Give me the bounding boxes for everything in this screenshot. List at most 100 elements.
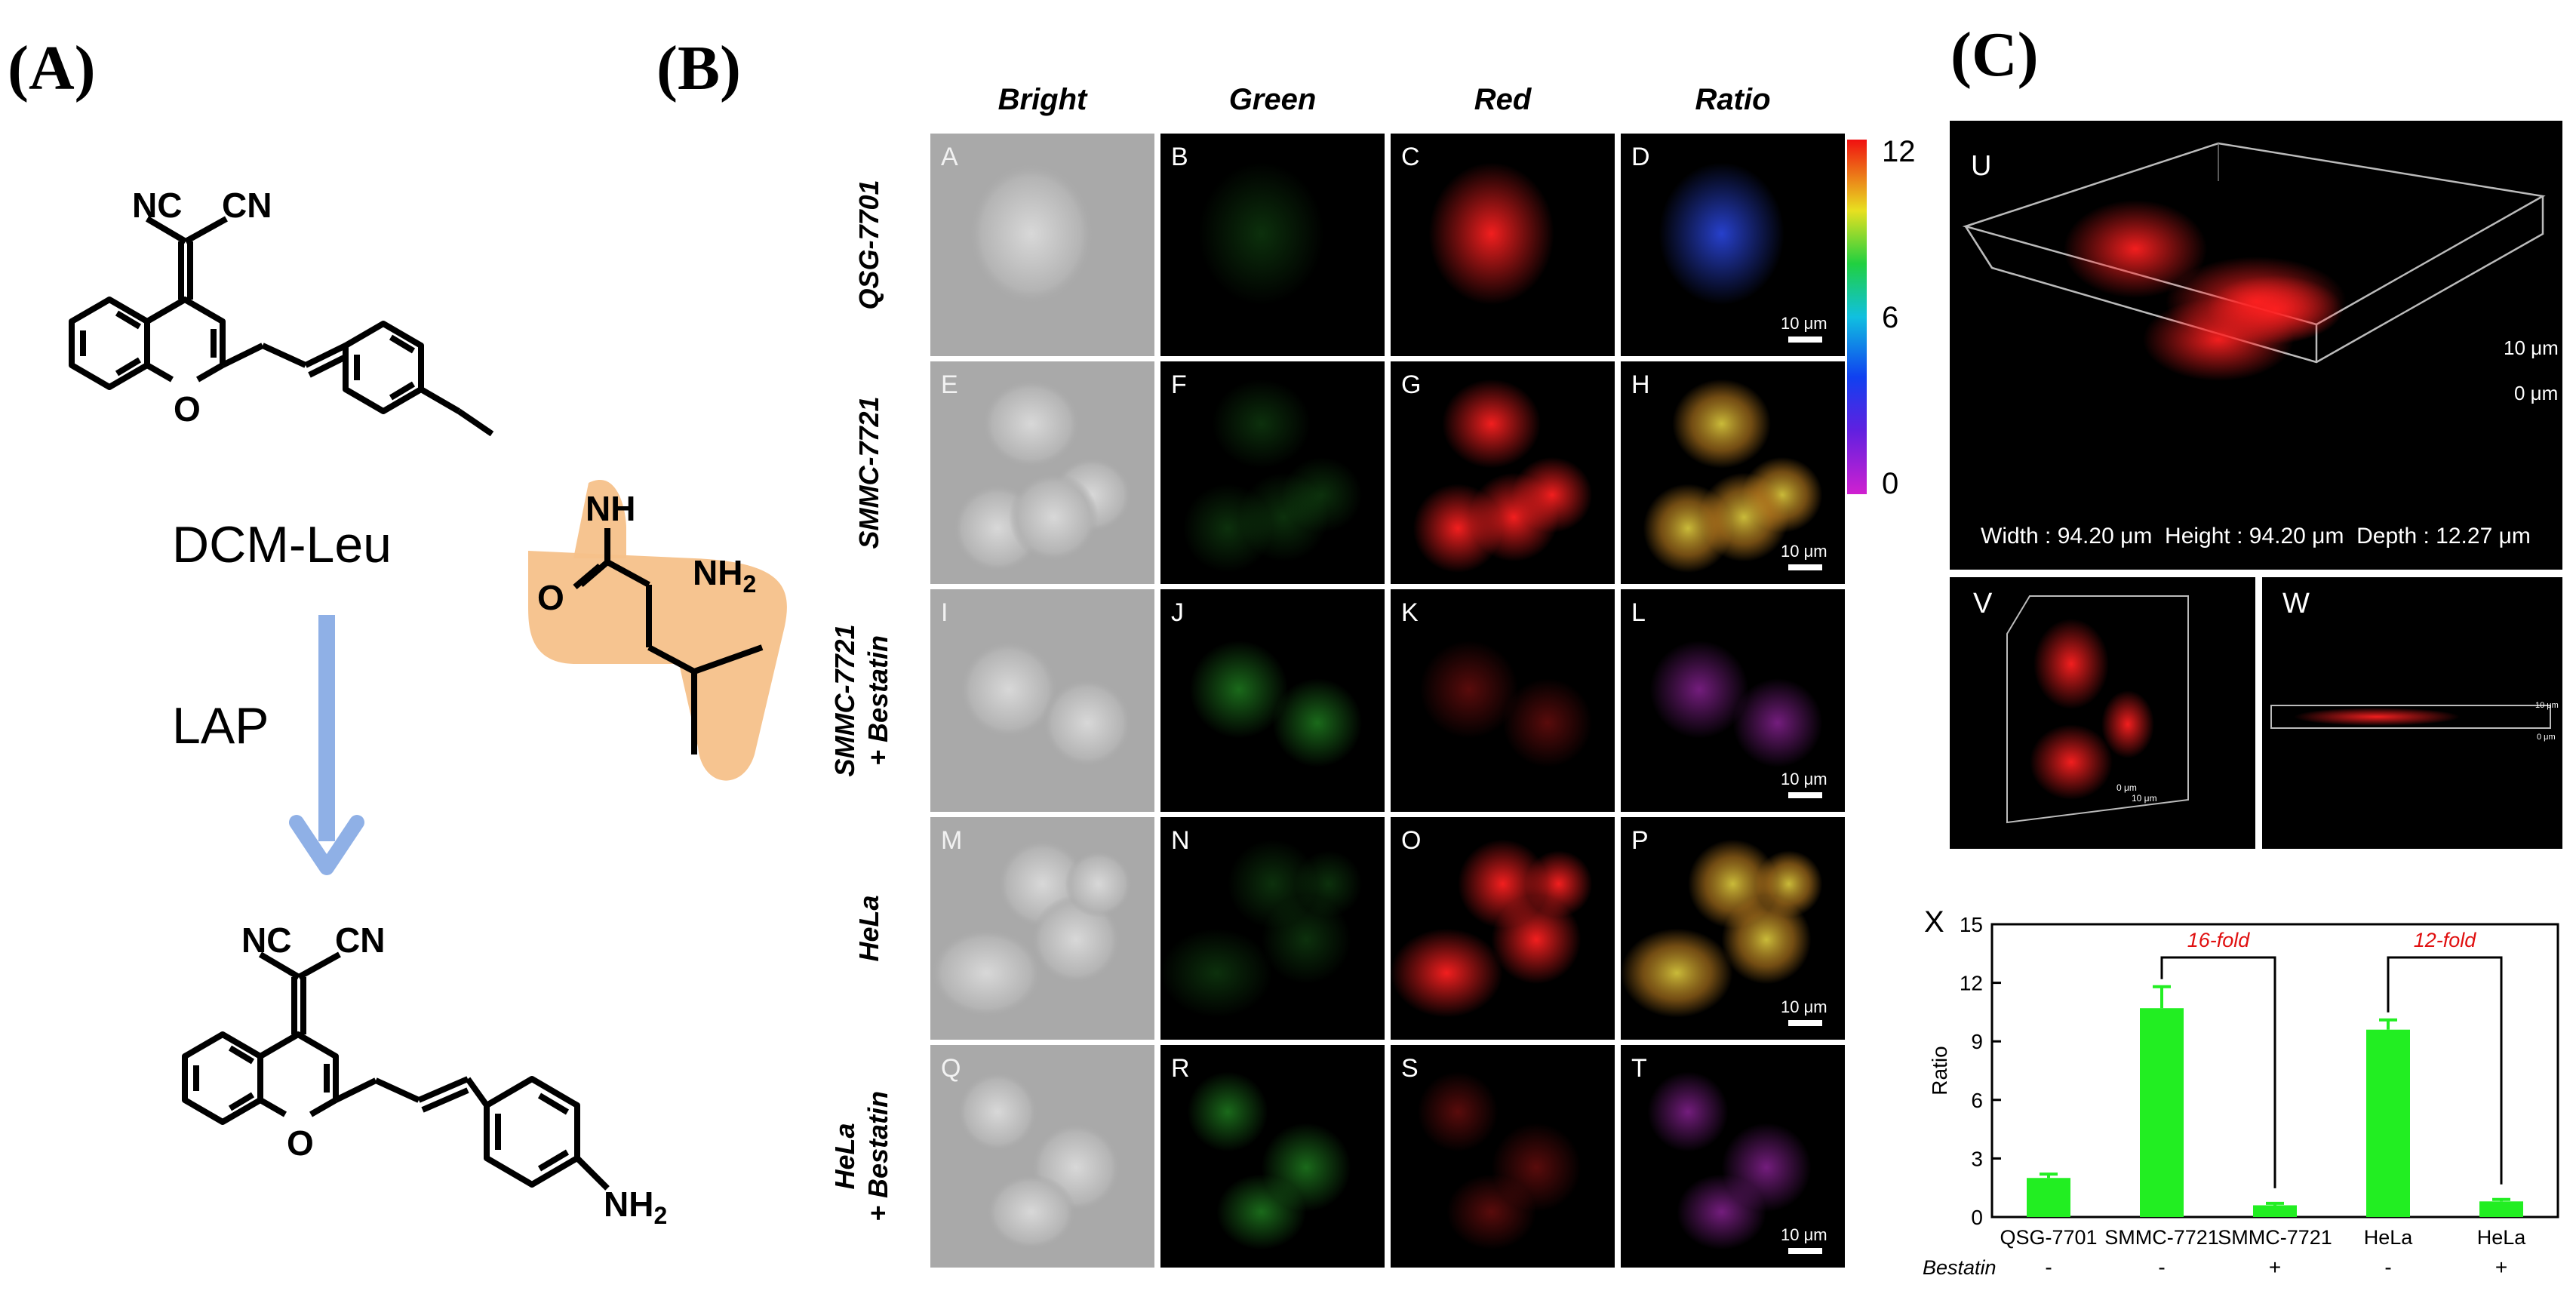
leucine-bonds <box>573 528 764 754</box>
fold-bracket-2 <box>2387 956 2503 1185</box>
scale-bar-label: 10 μm <box>1781 1225 1827 1244</box>
panel-u-label: U <box>1971 150 1991 182</box>
micrograph-P: P 10 μm <box>1621 817 1845 1040</box>
micrograph-F: F <box>1160 361 1385 584</box>
panel-label-a: (A) <box>8 33 96 103</box>
amine-group: NH2 <box>693 553 756 598</box>
bestatin-sign-1: - <box>2045 1255 2052 1279</box>
scale-bar-label: 10 μm <box>1781 542 1827 561</box>
micrograph-S: S <box>1391 1045 1615 1268</box>
panel-v-scale-2: 10 μm <box>2132 793 2157 804</box>
fold-bracket-1 <box>2160 956 2276 1188</box>
svg-text:+ Bestatin: + Bestatin <box>862 635 893 766</box>
column-header-green: Green <box>1229 83 1317 116</box>
category-label-2: SMMC-7721 <box>2104 1226 2219 1249</box>
bestatin-sign-2: - <box>2158 1255 2165 1279</box>
probe-name: DCM-Leu <box>172 516 392 573</box>
micrograph-label: P <box>1631 826 1649 855</box>
scale-bar <box>1788 792 1822 798</box>
micrograph-R: R <box>1160 1045 1385 1268</box>
chart-panel-label: X <box>1924 905 1944 939</box>
panel-w-scale-2: 0 μm <box>2537 733 2556 742</box>
micrograph-label: S <box>1401 1054 1419 1083</box>
row-label-2: SMMC-7721 <box>853 396 884 549</box>
panel-u-depth-bottom: 0 μm <box>2514 382 2558 404</box>
leucine-highlight <box>528 551 787 781</box>
column-header-red: Red <box>1474 83 1532 116</box>
svg-text:QSG-7701: QSG-7701 <box>853 180 884 309</box>
bottom-nitrile-left: NC <box>241 920 291 960</box>
micrograph-label: K <box>1401 598 1419 627</box>
fold-annotation-2: 12-fold <box>2414 929 2477 951</box>
category-label-4: HeLa <box>2364 1226 2414 1249</box>
panel-v-label: V <box>1973 588 1993 619</box>
svg-text:SMMC-7721: SMMC-7721 <box>829 624 860 776</box>
top-nitrile-right: CN <box>222 186 272 225</box>
scale-bar <box>1788 1020 1822 1026</box>
bottom-oxygen: O <box>287 1123 314 1163</box>
micrograph-label: Q <box>941 1054 961 1083</box>
scale-bar <box>1788 337 1822 343</box>
micrograph-label: T <box>1631 1054 1647 1083</box>
row-label-1: QSG-7701 <box>853 180 884 309</box>
colorbar-ticks: 12 6 0 <box>1882 135 1916 500</box>
svg-text:SMMC-7721: SMMC-7721 <box>853 396 884 549</box>
leucine-highlight-top <box>573 479 626 558</box>
panel-v-3d-render: V 0 μm 10 μm <box>1950 577 2255 849</box>
colorbar-tick-0: 0 <box>1882 467 1898 500</box>
panel-w-scale-1: 10 μm <box>2535 701 2559 710</box>
microscopy-grid: A B C D 10 μm E F G H 10 μm I J K L 10 μm M N O P 10 μm Q R S T… <box>930 134 1845 1268</box>
micrograph-label: B <box>1171 143 1188 171</box>
panel-v-scale-1: 0 μm <box>2116 782 2137 793</box>
micrograph-I: I <box>930 589 1154 812</box>
micrograph-label: D <box>1631 143 1650 171</box>
top-pyran-ring <box>145 297 226 365</box>
fold-annotation-1: 16-fold <box>2187 929 2251 951</box>
micrograph-label: I <box>941 598 948 627</box>
micrograph-T: T 10 μm <box>1621 1045 1845 1268</box>
product-structure <box>182 951 610 1191</box>
colorbar-tick-12: 12 <box>1882 135 1916 168</box>
panel-u-depth-top: 10 μm <box>2504 337 2559 359</box>
panel-label-b: (B) <box>656 33 741 103</box>
svg-text:+ Bestatin: + Bestatin <box>862 1091 893 1222</box>
bestatin-sign-5: + <box>2495 1255 2507 1279</box>
bar-3 <box>2253 1205 2297 1217</box>
panel-u-dimensions: Width : 94.20 μm Height : 94.20 μm Depth… <box>1981 524 2531 549</box>
micrograph-label: O <box>1401 826 1421 855</box>
scale-bar-label: 10 μm <box>1781 770 1827 788</box>
column-header-bright: Bright <box>998 83 1088 116</box>
probe-structure <box>69 216 494 437</box>
y-tick-label: 9 <box>1971 1030 1983 1053</box>
y-tick-label: 0 <box>1971 1206 1983 1229</box>
scale-bar <box>1788 564 1822 570</box>
micrograph-C: C <box>1391 134 1615 356</box>
scale-bar <box>1788 1248 1822 1254</box>
micrograph-label: R <box>1171 1054 1190 1083</box>
micrograph-label: G <box>1401 370 1421 399</box>
micrograph-label: E <box>941 370 958 399</box>
y-tick-label: 12 <box>1960 972 1983 995</box>
micrograph-H: H 10 μm <box>1621 361 1845 584</box>
row-label-3: SMMC-7721 + Bestatin <box>829 624 893 776</box>
bestatin-row-label: Bestatin <box>1923 1256 1997 1279</box>
micrograph-label: L <box>1631 598 1646 627</box>
micrograph-label: J <box>1171 598 1184 627</box>
category-label-3: SMMC-7721 <box>2218 1226 2332 1249</box>
top-nitrile-left: NC <box>132 186 182 225</box>
panel-w-label: W <box>2282 588 2310 619</box>
micrograph-A: A <box>930 134 1154 356</box>
bar-5 <box>2479 1201 2523 1217</box>
category-label-1: QSG-7701 <box>2000 1226 2097 1249</box>
bottom-pyran-ring <box>258 1031 339 1100</box>
micrograph-E: E <box>930 361 1154 584</box>
micrograph-Q: Q <box>930 1045 1154 1268</box>
colorbar-tick-6: 6 <box>1882 301 1898 334</box>
micrograph-label: H <box>1631 370 1650 399</box>
micrograph-G: G <box>1391 361 1615 584</box>
bar-2 <box>2140 1008 2184 1217</box>
top-oxygen: O <box>174 389 201 429</box>
micrograph-label: F <box>1171 370 1187 399</box>
amide-oxygen: O <box>537 578 564 617</box>
